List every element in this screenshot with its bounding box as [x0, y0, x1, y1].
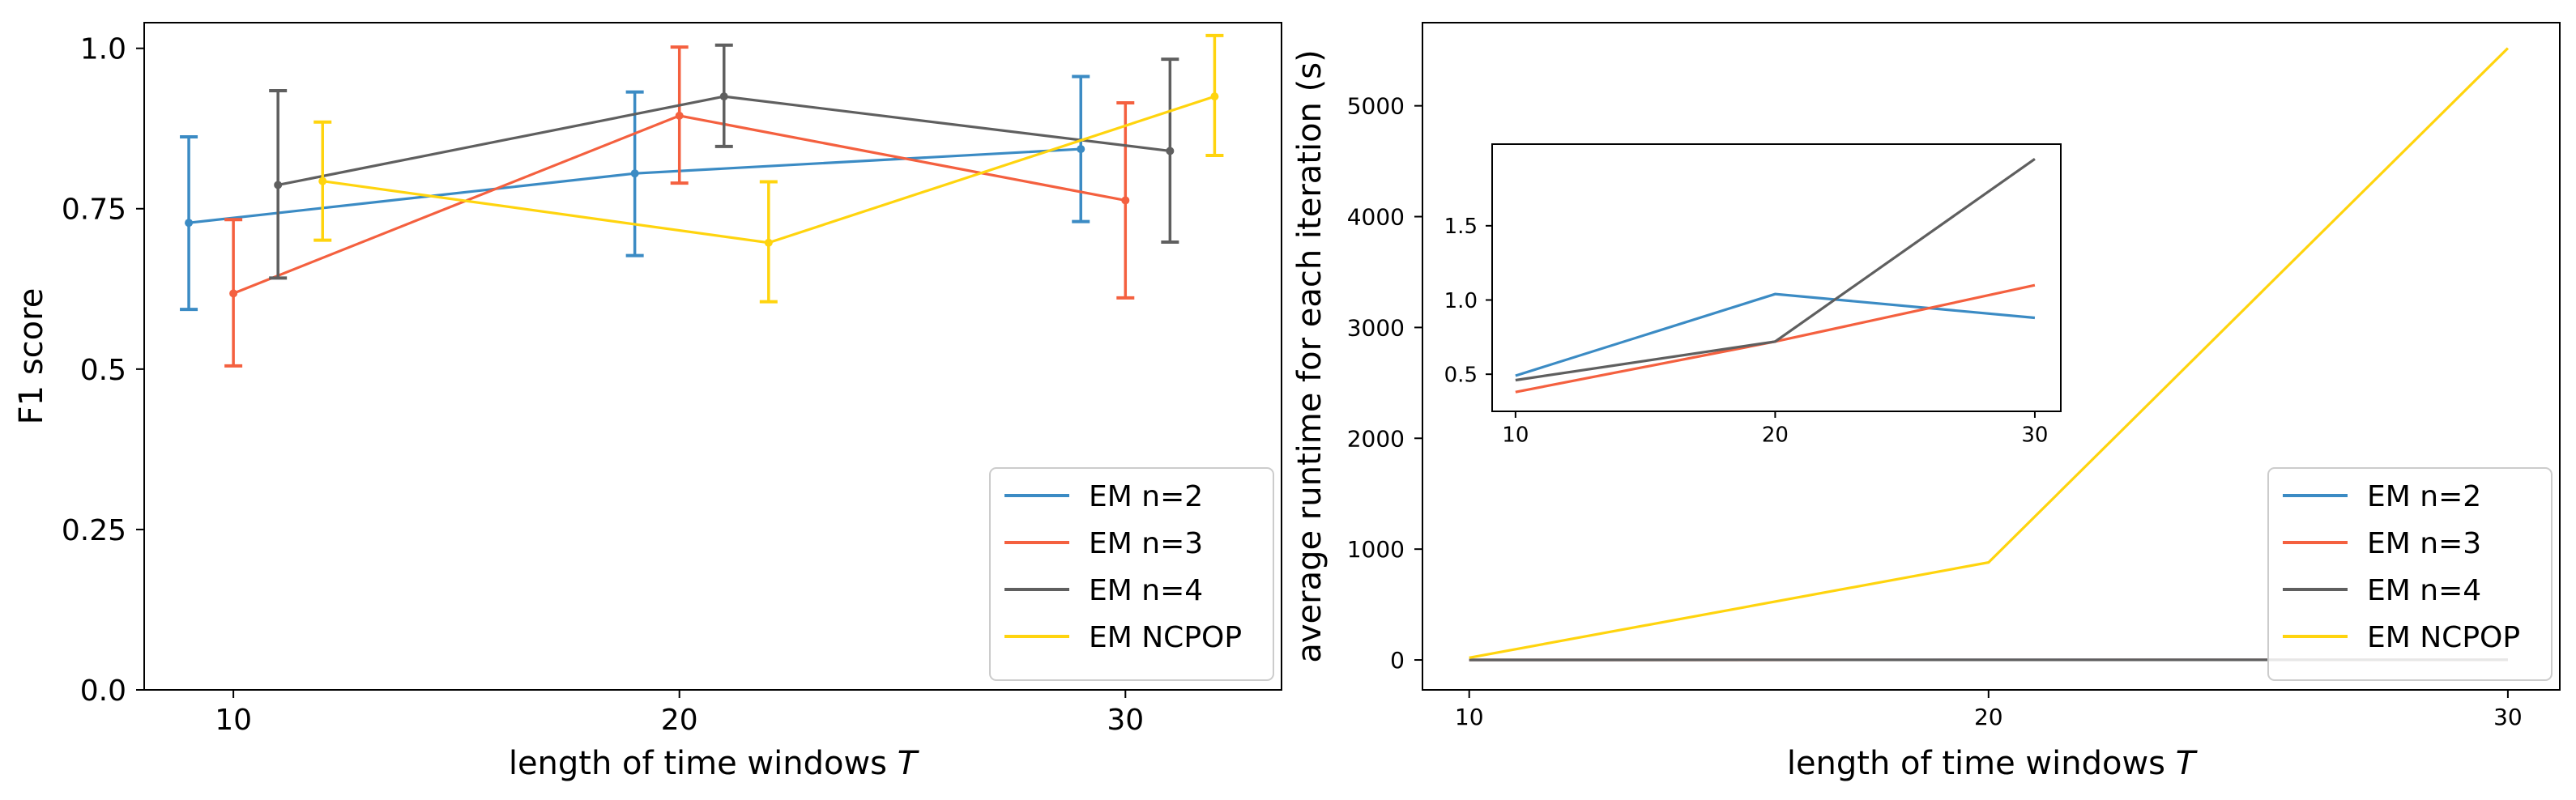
data-point — [1166, 147, 1175, 155]
data-point — [630, 169, 639, 178]
legend-label: EM n=4 — [1089, 574, 1203, 607]
inset-series-line-em-n4 — [1515, 158, 2036, 382]
runtime-inset: 10 20 30 0.5 1.0 1.5 — [1444, 143, 2062, 448]
x-axis-label-symbol: T — [898, 745, 920, 782]
y-tick-label: 1.0 — [80, 33, 126, 66]
y-tick-label: 0.5 — [80, 354, 126, 387]
x-tick-label: 10 — [1455, 704, 1484, 730]
x-tick-label: 20 — [1974, 704, 2003, 730]
data-point — [1210, 92, 1219, 101]
y-tick-label: 1.0 — [1444, 289, 1478, 313]
data-point — [719, 92, 728, 101]
legend-label: EM n=2 — [1089, 480, 1203, 513]
x-axis-label: length of time windows T — [509, 745, 920, 782]
x-axis-label-symbol: T — [2176, 745, 2199, 782]
x-tick-label: 20 — [661, 704, 698, 737]
y-axis-label: average runtime for each iteration (s) — [1291, 49, 1329, 662]
x-tick-label: 30 — [2021, 423, 2048, 448]
data-point — [274, 181, 283, 189]
data-point — [1121, 196, 1130, 205]
legend-label: EM n=2 — [2367, 480, 2481, 513]
y-tick-label: 3000 — [1347, 314, 1405, 341]
data-point — [1077, 145, 1085, 154]
legend-box — [2267, 467, 2553, 681]
y-tick-label: 1000 — [1347, 536, 1405, 563]
runtime-axes-frame — [1422, 22, 2561, 691]
y-tick-label: 0.0 — [80, 674, 126, 708]
runtime-panel: 10 20 30 0 1000 2000 3000 4000 5000 length of tim… — [1291, 22, 2561, 782]
y-tick-label: 5000 — [1347, 93, 1405, 120]
y-tick-label: 2000 — [1347, 425, 1405, 452]
inset-series-line-em-n2 — [1515, 292, 2036, 377]
data-point — [764, 238, 773, 247]
x-tick-label: 10 — [215, 704, 252, 737]
y-tick-label: 1.5 — [1444, 215, 1478, 239]
y-tick-label: 0.25 — [62, 514, 126, 547]
legend-label: EM n=3 — [1089, 527, 1203, 560]
f1-score-panel: 10 20 30 0.0 0.25 0.5 0.75 1.0 length of time wi… — [13, 22, 1282, 782]
legend-label: EM n=4 — [2367, 574, 2481, 607]
inset-axes-frame — [1491, 143, 2062, 412]
x-axis-label-text: length of time windows — [1787, 745, 2176, 782]
x-tick-label: 30 — [1107, 704, 1144, 737]
x-axis-label: length of time windows T — [1787, 745, 2199, 782]
data-point — [675, 111, 684, 120]
y-tick-label: 0.75 — [62, 194, 126, 227]
data-point — [229, 289, 238, 298]
legend-label: EM NCPOP — [1089, 621, 1242, 654]
x-tick-label: 20 — [1762, 423, 1789, 448]
y-tick-label: 4000 — [1347, 204, 1405, 231]
legend-label: EM NCPOP — [2367, 621, 2520, 654]
legend-box — [989, 467, 1274, 681]
y-tick-label: 0 — [1390, 647, 1405, 674]
f1-axes-frame — [143, 22, 1282, 691]
inset-background — [1492, 144, 2061, 411]
series-line-em-ncpop — [1469, 47, 2510, 659]
x-tick-label: 30 — [2493, 704, 2523, 730]
x-axis-label-text: length of time windows — [509, 745, 898, 782]
y-axis-label: F1 score — [13, 288, 50, 425]
data-point — [318, 177, 327, 185]
data-point — [185, 219, 194, 228]
y-tick-label: 0.5 — [1444, 364, 1478, 388]
legend-label: EM n=3 — [2367, 527, 2481, 560]
x-tick-label: 10 — [1502, 423, 1529, 448]
